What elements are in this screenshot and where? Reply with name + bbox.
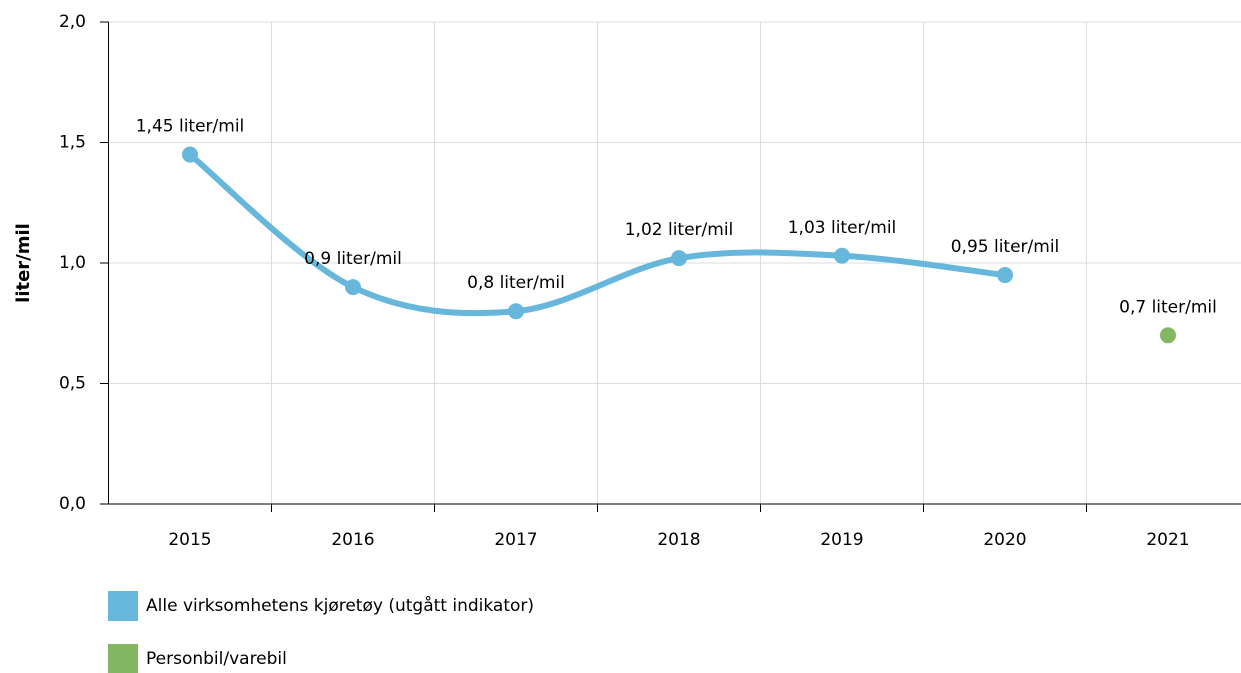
data-label: 1,02 liter/mil: [625, 220, 734, 240]
y-tick-label: 1,5: [59, 133, 86, 153]
y-axis-label: liter/mil: [13, 223, 34, 303]
data-label: 1,45 liter/mil: [136, 117, 245, 137]
x-tick-label: 2021: [1146, 530, 1189, 550]
x-tick-label: 2019: [820, 530, 863, 550]
point: [997, 267, 1013, 284]
legend-swatch: [108, 591, 138, 621]
data-label: 1,03 liter/mil: [788, 218, 897, 238]
y-tick-label: 1,0: [59, 253, 86, 273]
data-label: 0,95 liter/mil: [951, 237, 1060, 257]
y-tick-label: 2,0: [59, 12, 86, 32]
legend-label: Alle virksomhetens kjøretøy (utgått indi…: [146, 595, 534, 616]
point: [671, 250, 687, 267]
legend-label: Personbil/varebil: [146, 649, 287, 669]
data-label: 0,9 liter/mil: [304, 249, 402, 269]
x-tick-label: 2017: [494, 530, 537, 550]
legend-swatch: [108, 644, 138, 673]
x-tick-label: 2015: [168, 530, 211, 550]
line: [187, 151, 1008, 317]
data-label: 0,7 liter/mil: [1119, 297, 1217, 317]
x-tick-label: 2016: [331, 530, 374, 550]
data-label: 0,8 liter/mil: [467, 273, 565, 293]
point: [834, 247, 850, 264]
x-tick-label: 2020: [983, 530, 1026, 550]
x-tick-label: 2018: [657, 530, 700, 550]
y-tick-label: 0,5: [59, 374, 86, 394]
y-tick-label: 0,0: [59, 494, 86, 514]
point: [508, 303, 524, 320]
point: [182, 146, 198, 163]
point: [1160, 327, 1176, 344]
point: [345, 279, 361, 296]
